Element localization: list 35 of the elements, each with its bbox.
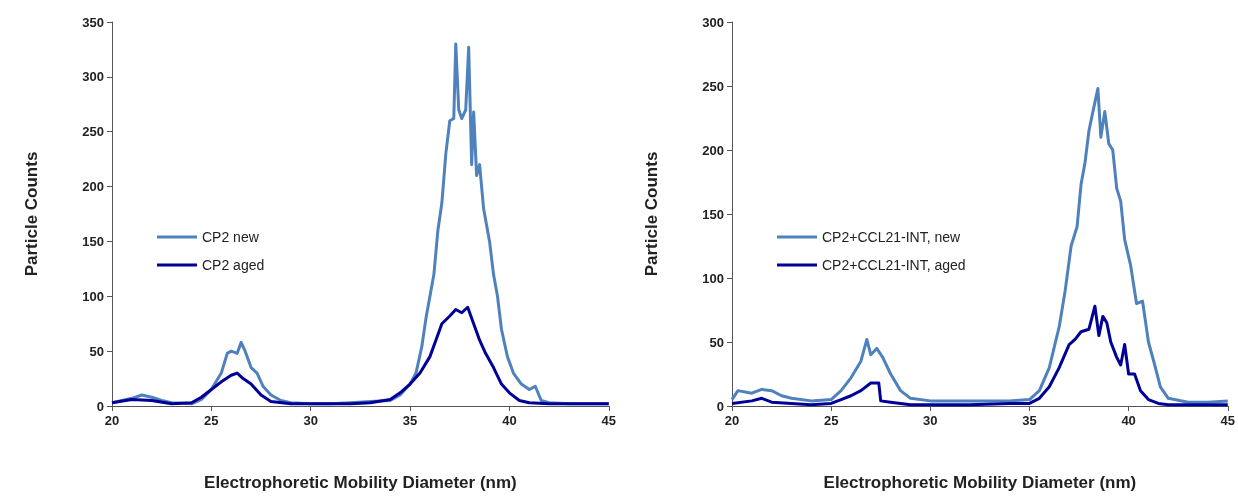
x-tick-label: 30 — [923, 413, 938, 428]
legend-label: CP2 new — [202, 229, 260, 245]
x-tick-label: 45 — [601, 413, 616, 428]
x-tick-label: 25 — [823, 413, 839, 428]
y-tick-label: 50 — [709, 334, 724, 350]
x-tick-label: 30 — [303, 413, 318, 428]
y-tick-label: 300 — [702, 14, 724, 30]
y-tick-label: 100 — [82, 288, 104, 304]
legend-label: CP2+CCL21-INT, aged — [822, 257, 966, 273]
legend-label: CP2 aged — [202, 257, 265, 273]
y-tick-label: 150 — [82, 233, 104, 249]
y-tick-label: 0 — [96, 398, 104, 414]
x-tick-label: 40 — [1121, 413, 1136, 428]
legend-label: CP2+CCL21-INT, new — [822, 229, 961, 245]
y-tick-label: 250 — [702, 78, 724, 94]
y-tick-label: 150 — [702, 206, 724, 222]
x-tick-label: 35 — [1022, 413, 1037, 428]
x-tick-label: 20 — [724, 413, 740, 428]
x-tick-label: 20 — [104, 413, 120, 428]
y-tick-label: 100 — [702, 270, 724, 286]
y-tick-label: 0 — [716, 398, 724, 414]
y-axis-title: Particle Counts — [22, 151, 41, 277]
y-axis-title: Particle Counts — [642, 151, 661, 277]
x-axis-title: Electrophoretic Mobility Diameter (nm) — [204, 473, 517, 492]
y-tick-label: 350 — [82, 14, 104, 30]
x-tick-label: 45 — [1220, 413, 1235, 428]
x-tick-label: 40 — [502, 413, 517, 428]
x-tick-label: 25 — [204, 413, 219, 428]
y-tick-label: 300 — [82, 69, 104, 85]
y-tick-label: 200 — [702, 142, 724, 158]
y-tick-label: 50 — [89, 343, 104, 359]
x-axis-title: Electrophoretic Mobility Diameter (nm) — [823, 473, 1137, 492]
y-tick-label: 200 — [82, 179, 104, 195]
x-tick-label: 35 — [402, 413, 418, 428]
y-tick-label: 250 — [82, 124, 104, 140]
